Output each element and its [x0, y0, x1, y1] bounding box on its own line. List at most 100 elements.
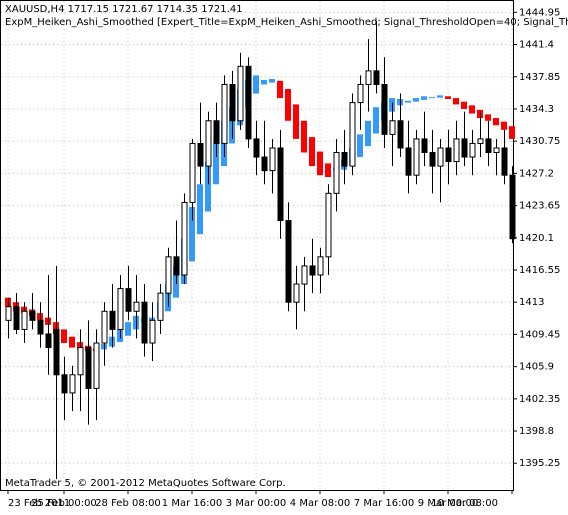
labels: XAUUSD,H4 1717.15 1721.67 1714.35 1721.4… — [5, 4, 568, 509]
ha-bar — [325, 163, 331, 178]
x-tick-label: 4 Mar 08:00 — [290, 498, 350, 509]
candle-body — [157, 292, 164, 321]
candle-body — [205, 120, 212, 167]
ha-bar — [501, 121, 507, 130]
ha-bar — [285, 89, 291, 121]
candle-body — [5, 306, 12, 321]
candle-body — [397, 120, 404, 149]
candle-body — [509, 174, 516, 240]
candle-body — [293, 283, 300, 303]
candle-body — [381, 83, 388, 135]
candle-body — [269, 147, 276, 172]
candle-body — [189, 142, 196, 203]
ha-bar — [437, 95, 443, 98]
candle-body — [493, 147, 500, 154]
ha-bar — [509, 126, 515, 139]
candle-body — [197, 142, 204, 167]
candle-body — [373, 70, 380, 85]
ha-bar — [269, 79, 275, 83]
candle-body — [445, 147, 452, 163]
candle-body — [101, 310, 108, 344]
chart-subtitle: ExpM_Heiken_Ashi_Smoothed [Expert_Title=… — [5, 17, 568, 28]
ha-bar — [197, 184, 203, 235]
ha-bar — [445, 96, 451, 99]
candle-body — [349, 102, 356, 167]
y-tick-label: 1437.85 — [519, 72, 560, 83]
ha-bar — [261, 79, 267, 85]
candle-body — [149, 319, 156, 344]
candle-body — [261, 156, 268, 172]
candle-body — [389, 120, 396, 135]
y-tick-label: 1398.8 — [519, 426, 554, 437]
candle-body — [477, 138, 484, 144]
ha-bar — [301, 120, 307, 153]
x-tick-label: 28 Feb 08:00 — [95, 498, 161, 509]
ha-bar — [69, 336, 75, 348]
candle-body — [165, 256, 172, 294]
x-tick-label: 10 Mar 08:00 — [431, 498, 498, 509]
candle-body — [277, 147, 284, 222]
candle-body — [437, 147, 444, 167]
candle-body — [357, 83, 364, 104]
candle-body — [365, 70, 372, 85]
ha-bar — [213, 143, 219, 185]
candle-body — [245, 65, 252, 140]
ha-bar — [277, 80, 283, 99]
candle-body — [461, 138, 468, 158]
candle-body — [301, 265, 308, 285]
candle-body — [229, 83, 236, 122]
ha-bar — [205, 161, 211, 212]
ha-bar — [413, 98, 419, 102]
candle-body — [485, 138, 492, 154]
y-tick-label: 1423.65 — [519, 201, 560, 212]
ha-bar — [421, 96, 427, 100]
candle-body — [405, 147, 412, 176]
y-tick-label: 1409.45 — [519, 329, 560, 340]
y-tick-label: 1405.9 — [519, 362, 554, 373]
candle-body — [325, 192, 332, 258]
candle-body — [37, 319, 44, 335]
candle-body — [21, 310, 28, 330]
ha-bar — [125, 322, 131, 336]
x-tick-label: 25 Feb 00:00 — [31, 498, 97, 509]
ha-bar — [309, 137, 315, 167]
copyright: MetaTrader 5, © 2001-2012 MetaQuotes Sof… — [5, 478, 286, 489]
ha-bar — [453, 98, 459, 105]
candle-body — [45, 333, 52, 349]
candle-body — [453, 138, 460, 163]
y-tick-label: 1441.4 — [519, 40, 554, 51]
y-tick-label: 1427.2 — [519, 168, 554, 179]
candle-body — [341, 152, 348, 167]
ha-bar — [493, 118, 499, 126]
chart-title: XAUUSD,H4 1717.15 1721.67 1714.35 1721.4… — [5, 4, 243, 15]
ha-bar — [373, 107, 379, 134]
y-tick-label: 1444.95 — [519, 7, 560, 18]
ha-bar — [365, 120, 371, 147]
candle-body — [309, 265, 316, 276]
candle-body — [421, 138, 428, 154]
x-tick-label: 3 Mar 00:00 — [226, 498, 286, 509]
ha-bar — [461, 101, 467, 109]
y-tick-label: 1402.35 — [519, 394, 560, 405]
ha-bar — [189, 206, 195, 262]
y-tick-label: 1395.25 — [519, 458, 560, 469]
candle-body — [93, 342, 100, 389]
ha-bar — [317, 151, 323, 176]
ha-bar — [429, 97, 435, 99]
candle-body — [429, 152, 436, 167]
candle-body — [317, 256, 324, 276]
y-tick-label: 1430.75 — [519, 136, 560, 147]
candle-body — [77, 347, 84, 376]
candle-body — [181, 201, 188, 276]
marks — [5, 20, 516, 480]
candle-body — [253, 138, 260, 158]
ha-bar — [357, 134, 363, 158]
candle-body — [501, 147, 508, 176]
candle-body — [29, 310, 36, 321]
ha-bar — [293, 104, 299, 139]
candle-body — [85, 347, 92, 389]
candle-body — [125, 288, 132, 312]
x-tick-label: 7 Mar 16:00 — [354, 498, 414, 509]
ha-bar — [469, 105, 475, 114]
candle-body — [61, 374, 68, 394]
